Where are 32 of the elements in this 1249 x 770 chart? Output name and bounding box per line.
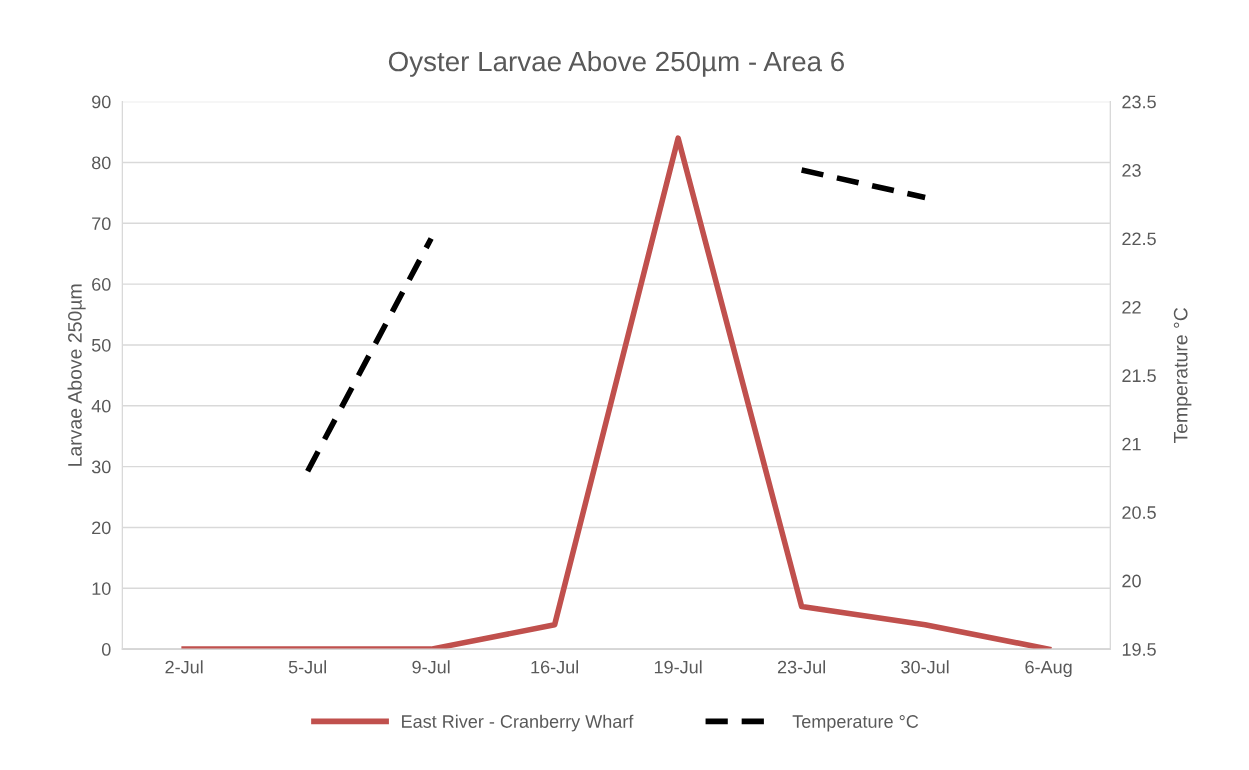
y-tick-label: 0: [101, 643, 111, 656]
y2-tick-label: 23: [1122, 164, 1141, 177]
y2-tick-label: 19.5: [1122, 643, 1156, 656]
chart-title: Oyster Larvae Above 250µm - Area 6: [388, 50, 844, 77]
y-tick-label: 30: [91, 460, 111, 474]
y2-tick-label: 22.5: [1122, 232, 1156, 246]
y-tick-label: 90: [92, 95, 111, 109]
y2-tick-label: 20: [1122, 574, 1141, 588]
y2-tick-label: 23.5: [1122, 95, 1156, 109]
y-tick-label: 70: [92, 217, 111, 231]
y-tick-label: 60: [92, 278, 111, 291]
y-tick-label: 20: [92, 521, 111, 535]
y2-axis-title: Temperature °C: [1173, 307, 1192, 444]
y-tick-label: 10: [92, 582, 111, 595]
legend-label: Temperature °C: [792, 715, 919, 732]
y-tick-label: 40: [91, 399, 111, 413]
x-tick-label: 16-Jul: [531, 660, 579, 674]
legend-label: East River - Cranberry Wharf: [402, 714, 634, 732]
x-tick-label: 19-Jul: [654, 660, 702, 674]
x-tick-label: 5-Jul: [288, 660, 327, 674]
y-tick-label: 50: [91, 338, 111, 352]
x-tick-label: 2-Jul: [165, 660, 203, 674]
x-tick-label: 9-Jul: [412, 660, 450, 674]
y-tick-label: 80: [91, 156, 111, 170]
y2-tick-label: 21.5: [1122, 369, 1156, 383]
x-tick-label: 6-Aug: [1025, 660, 1072, 678]
x-tick-label: 30-Jul: [901, 660, 949, 674]
y2-tick-label: 20.5: [1122, 506, 1156, 519]
y-axis-title: Larvae Above 250µm: [67, 284, 86, 466]
x-tick-label: 23-Jul: [777, 660, 826, 674]
y2-tick-label: 22: [1122, 300, 1141, 314]
y2-tick-label: 21: [1122, 437, 1141, 451]
